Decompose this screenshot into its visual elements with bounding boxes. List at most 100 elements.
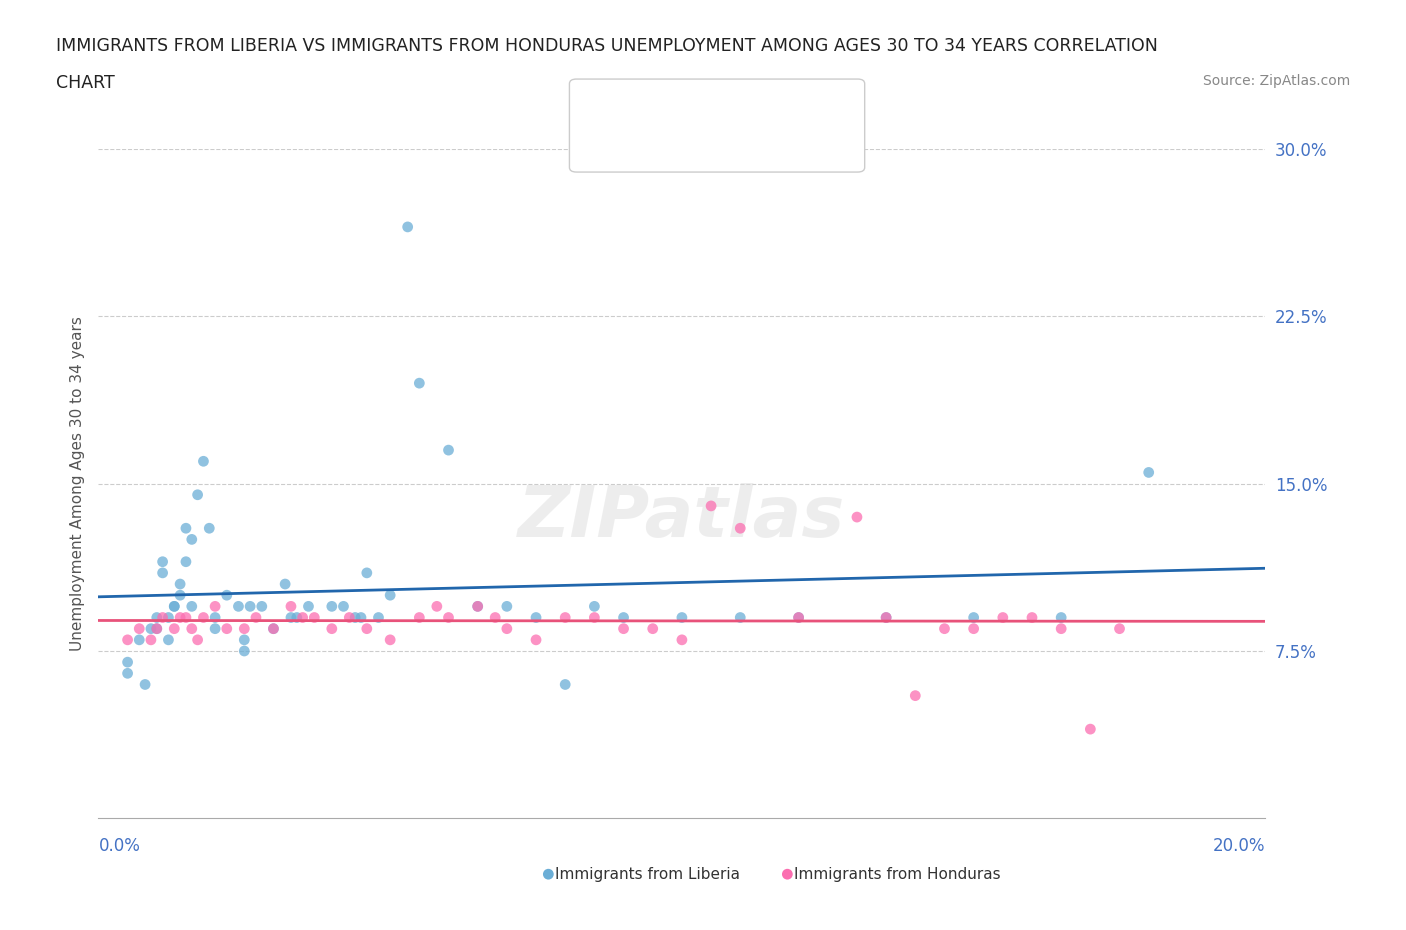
Point [262,621,284,636]
Text: R = 0.028   N = 48: R = 0.028 N = 48 [605,130,762,149]
Point [437,443,460,458]
Point [728,521,751,536]
Point [239,599,262,614]
Point [484,610,506,625]
Point [467,599,489,614]
Point [367,610,389,625]
Text: ZIPatlas: ZIPatlas [519,483,845,551]
Point [344,610,367,625]
Point [134,677,156,692]
Point [728,610,751,625]
Point [204,599,226,614]
Point [228,599,250,614]
Point [991,610,1014,625]
Point [128,632,150,647]
Point [583,599,606,614]
Point [875,610,897,625]
Point [787,610,810,625]
Text: Immigrants from Liberia: Immigrants from Liberia [555,867,741,882]
Point [180,532,202,547]
Point [280,599,302,614]
Point [845,510,868,525]
Point [467,599,489,614]
Point [250,599,273,614]
Point [537,867,560,882]
Point [297,599,319,614]
Point [1108,621,1130,636]
Point [321,621,343,636]
Point [187,632,209,647]
Point [962,621,984,636]
Point [291,610,314,625]
Point [174,521,197,536]
Point [875,610,897,625]
Point [152,610,174,625]
Point [586,104,609,119]
Point [408,610,430,625]
Point [1050,610,1073,625]
Point [787,610,810,625]
Point [174,554,197,569]
Point [157,610,180,625]
Point [495,621,517,636]
Text: Source: ZipAtlas.com: Source: ZipAtlas.com [1202,74,1350,88]
Point [128,621,150,636]
Point [146,621,169,636]
Point [378,632,402,647]
Point [204,621,226,636]
Point [1137,465,1160,480]
Point [641,621,664,636]
Point [152,565,174,580]
Point [146,610,169,625]
Text: 20.0%: 20.0% [1213,837,1265,855]
Point [408,376,430,391]
Point [233,632,256,647]
Point [776,867,799,882]
Text: Immigrants from Honduras: Immigrants from Honduras [794,867,1001,882]
Point [1021,610,1043,625]
Point [934,621,956,636]
Point [612,621,634,636]
Text: 0.0%: 0.0% [98,837,141,855]
Point [233,644,256,658]
Point [152,554,174,569]
Point [233,621,256,636]
Text: R = 0.223   N = 58: R = 0.223 N = 58 [605,98,762,116]
Point [180,599,202,614]
Point [524,632,547,647]
Point [174,610,197,625]
Point [193,610,215,625]
Point [1080,722,1102,737]
Point [612,610,634,625]
Text: IMMIGRANTS FROM LIBERIA VS IMMIGRANTS FROM HONDURAS UNEMPLOYMENT AMONG AGES 30 T: IMMIGRANTS FROM LIBERIA VS IMMIGRANTS FR… [56,37,1159,55]
Point [187,487,209,502]
Point [215,588,238,603]
Point [117,632,139,647]
Point [169,577,191,591]
Point [962,610,984,625]
Point [285,610,308,625]
Point [350,610,373,625]
Point [139,621,162,636]
Text: CHART: CHART [56,74,115,92]
Point [245,610,267,625]
Point [332,599,354,614]
Point [169,588,191,603]
Point [180,621,202,636]
Point [378,588,402,603]
Point [437,610,460,625]
Point [321,599,343,614]
Point [163,599,186,614]
Point [146,621,169,636]
Point [215,621,238,636]
Point [304,610,326,625]
Point [356,621,378,636]
Point [495,599,517,614]
Point [583,610,606,625]
Point [1050,621,1073,636]
Y-axis label: Unemployment Among Ages 30 to 34 years: Unemployment Among Ages 30 to 34 years [69,316,84,651]
Point [904,688,927,703]
Point [554,677,576,692]
Point [671,632,693,647]
Point [262,621,284,636]
